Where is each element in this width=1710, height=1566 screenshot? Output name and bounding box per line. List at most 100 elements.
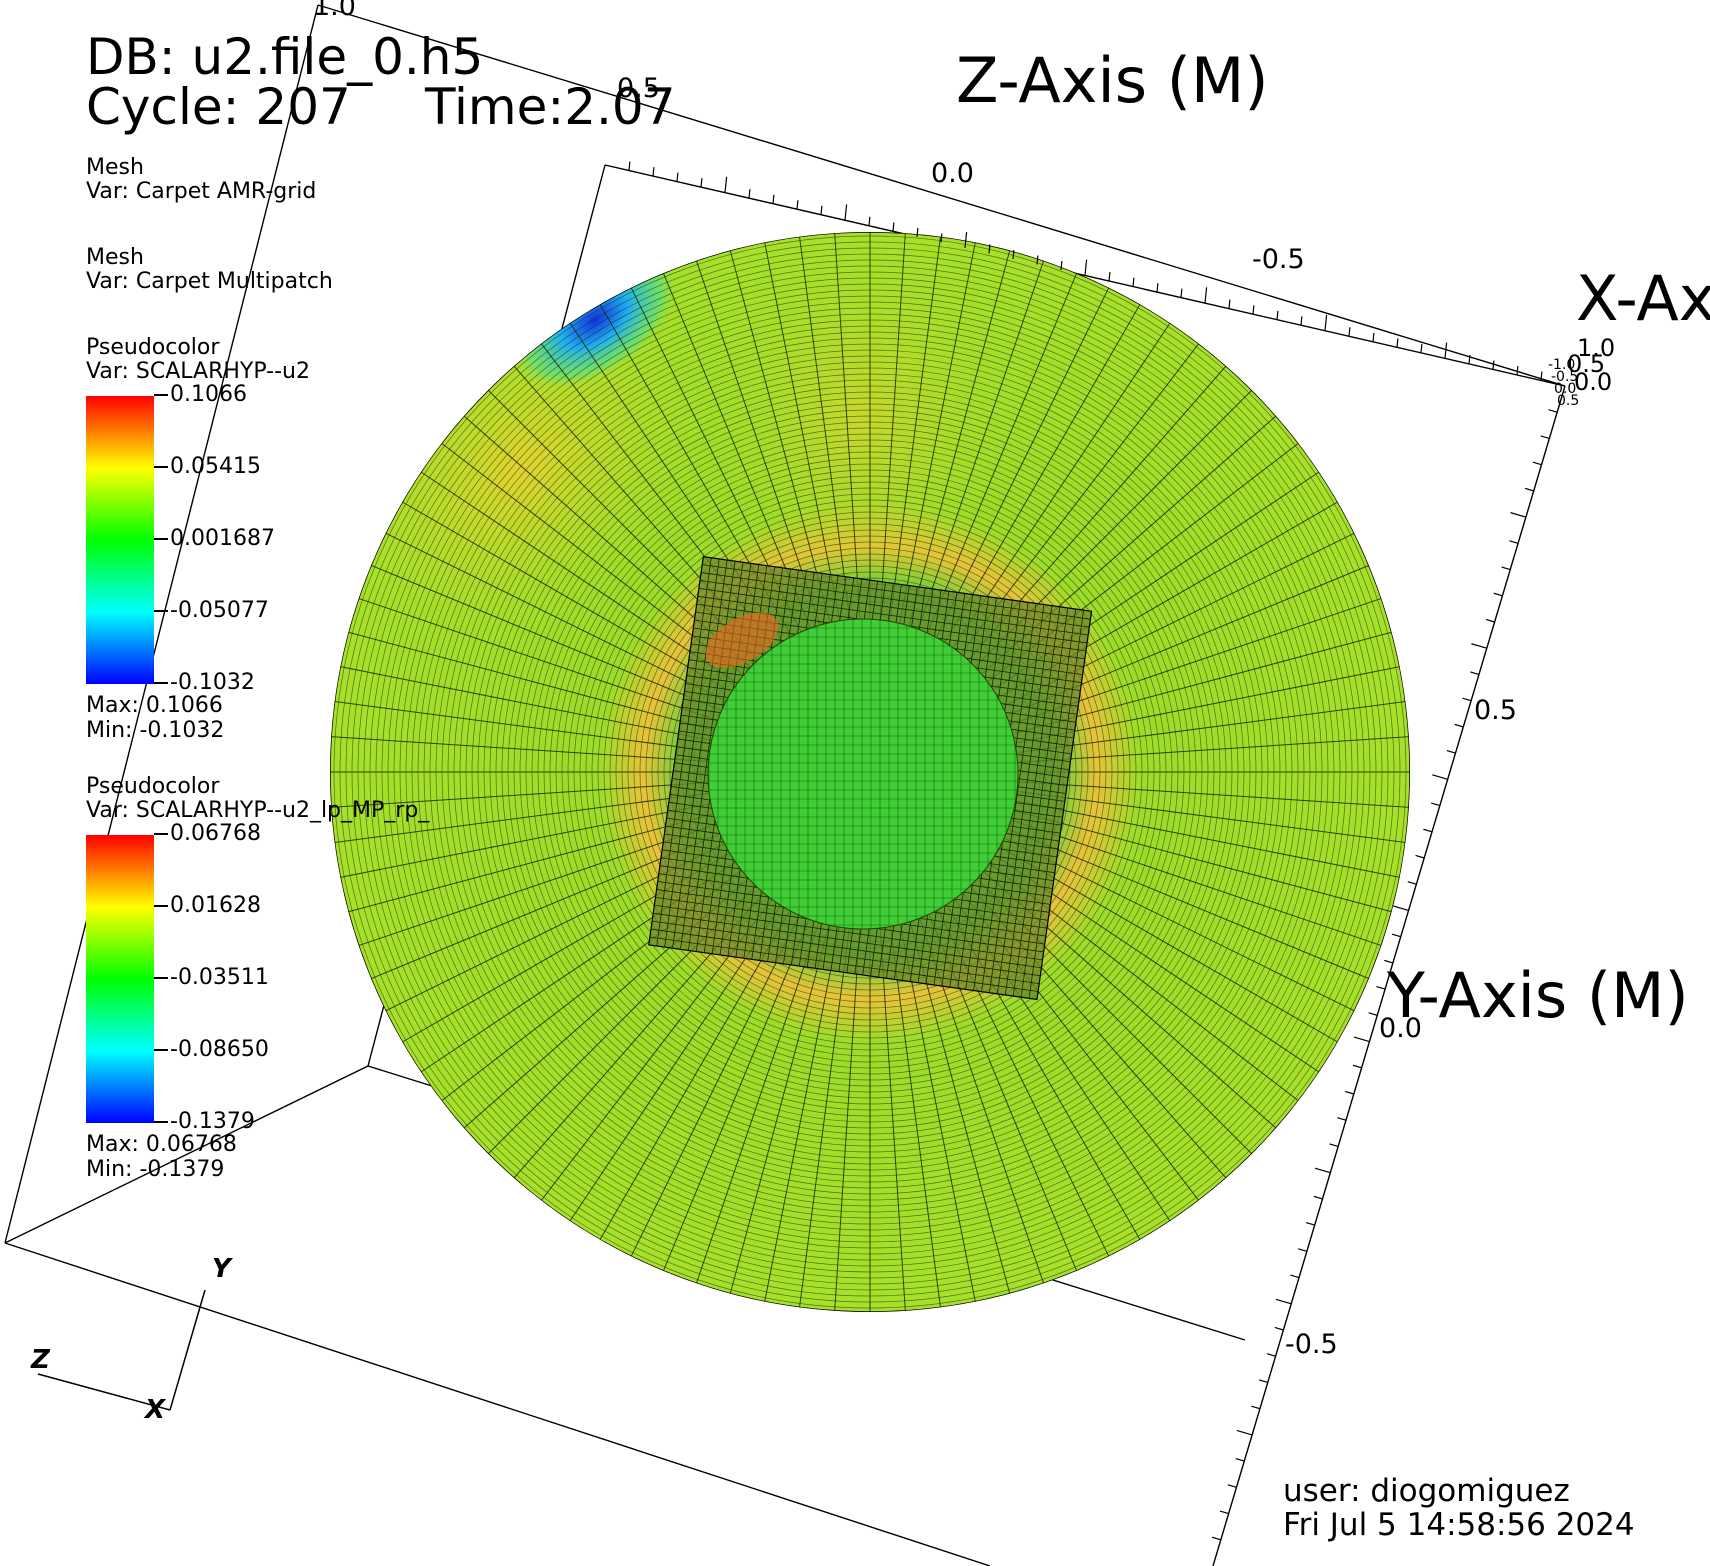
- axis-tick: [988, 244, 991, 254]
- axis-tick: [1431, 802, 1441, 807]
- mesh-line: [340, 800, 723, 878]
- amr-mesh-line: [652, 920, 1041, 977]
- z-tick-label: 0.5: [617, 73, 660, 104]
- mesh-line: [1014, 810, 1392, 913]
- mesh-ring: [345, 247, 1395, 1297]
- mesh-line: [999, 846, 1338, 1043]
- mesh-ring: [405, 307, 1335, 1237]
- legend-u2-min: Min: -0.1032: [86, 718, 225, 743]
- mesh-ring: [399, 301, 1341, 1243]
- amr-mesh-line: [1012, 607, 1069, 997]
- inner-patch: [707, 618, 1019, 930]
- mesh-line: [898, 242, 976, 625]
- amr-mesh-line: [1020, 608, 1077, 998]
- mesh-ring: [627, 529, 1113, 1015]
- mesh-ring: [609, 511, 1131, 1033]
- mesh-ring: [435, 337, 1305, 1207]
- z-tick-label: 1.0: [313, 0, 356, 22]
- mesh-ring: [561, 463, 1179, 1081]
- amr-mesh-line: [701, 572, 1090, 628]
- axis-tick: [1423, 828, 1433, 833]
- amr-mesh-line: [672, 559, 728, 949]
- mesh-line: [729, 250, 832, 628]
- disk-ring-mesh: [333, 235, 1407, 1309]
- mesh-ring: [501, 403, 1239, 1141]
- axis-tick: [724, 176, 728, 193]
- mesh-line: [898, 919, 976, 1302]
- amr-mesh-line: [650, 928, 1040, 985]
- legend-amr-var: Var: Carpet AMR-grid: [86, 179, 317, 204]
- axis-tick: [796, 200, 799, 210]
- axis-tick: [1372, 332, 1375, 342]
- mesh-line: [889, 920, 941, 1308]
- mesh-line: [331, 781, 721, 808]
- triad-z-label: Z: [31, 1345, 50, 1375]
- amr-mesh-line: [702, 564, 1091, 620]
- colorbar-u2mp-tick: 0.01628: [154, 895, 261, 917]
- axis-tick: [1156, 283, 1159, 293]
- axis-tick: [1446, 750, 1456, 754]
- mesh-line: [334, 791, 722, 843]
- mesh-ring: [333, 235, 1407, 1309]
- mesh-line: [1019, 781, 1409, 808]
- axis-tick: [1276, 310, 1279, 320]
- mesh-ring: [549, 451, 1191, 1093]
- amr-mesh-line: [664, 558, 720, 948]
- mesh-line: [630, 906, 805, 1257]
- axis-tick: [628, 161, 631, 171]
- mesh-ring: [339, 241, 1401, 1303]
- legend-u2mp-min: Min: -0.1379: [86, 1157, 225, 1182]
- axis-tick: [1227, 1484, 1237, 1488]
- axis-tick: [1471, 643, 1487, 649]
- axis-tick: [1420, 343, 1423, 353]
- axis-tick: [1532, 461, 1542, 466]
- colorbar-u2-tick: 0.05415: [154, 456, 261, 478]
- mesh-ring: [507, 409, 1233, 1135]
- mesh-line: [952, 322, 1171, 648]
- corner-tick-label: 0.0: [1554, 381, 1577, 397]
- legend-u2mp-title: Pseudocolor: [86, 774, 220, 799]
- mesh-ring: [375, 277, 1365, 1267]
- mesh-ring: [363, 265, 1377, 1279]
- mesh-line: [764, 919, 842, 1302]
- legend-u2-max: Max: 0.1066: [86, 693, 223, 718]
- axis-tick: [1540, 371, 1543, 381]
- mesh-line: [1004, 837, 1355, 1012]
- axis-tick: [676, 172, 679, 182]
- mesh-line: [1011, 819, 1382, 947]
- colorbar-u2-tick: -0.1032: [154, 672, 255, 694]
- amr-mesh-line: [996, 605, 1053, 994]
- axis-tick: [1212, 1536, 1221, 1541]
- axis-tick: [1036, 255, 1039, 265]
- mesh-ring: [489, 391, 1251, 1153]
- axis-tick: [1384, 959, 1394, 964]
- mesh-ring: [537, 439, 1203, 1105]
- axis-tick: [772, 194, 775, 204]
- axis-tick: [1548, 409, 1558, 413]
- mesh-ring: [387, 289, 1353, 1255]
- mesh-ring: [465, 367, 1275, 1177]
- mesh-ring: [495, 397, 1245, 1147]
- mesh-line: [402, 501, 741, 698]
- axis-tick: [1470, 671, 1480, 676]
- axis-tick: [1516, 365, 1519, 376]
- axis-tick: [1540, 435, 1550, 440]
- axis-tick: [1314, 1167, 1331, 1174]
- mesh-line: [879, 233, 906, 623]
- axis-tick: [1258, 1379, 1268, 1384]
- time-label: Time:2.07: [425, 78, 676, 136]
- colorbar-u2mp-tick: -0.03511: [154, 967, 269, 989]
- triad-x-label: X: [145, 1395, 166, 1425]
- amr-mesh-line: [654, 904, 1043, 961]
- axis-tick: [1228, 299, 1231, 309]
- axis-tick: [1352, 1064, 1362, 1069]
- mesh-ring: [639, 541, 1101, 1003]
- axis-tick: [748, 189, 751, 199]
- axis-tick: [1108, 272, 1111, 282]
- axis-tick: [1329, 1143, 1339, 1148]
- mesh-line: [799, 236, 851, 624]
- axis-tick: [1204, 287, 1208, 304]
- amr-mesh-line: [698, 588, 1088, 644]
- corner-tick-label: -0.5: [1551, 369, 1579, 385]
